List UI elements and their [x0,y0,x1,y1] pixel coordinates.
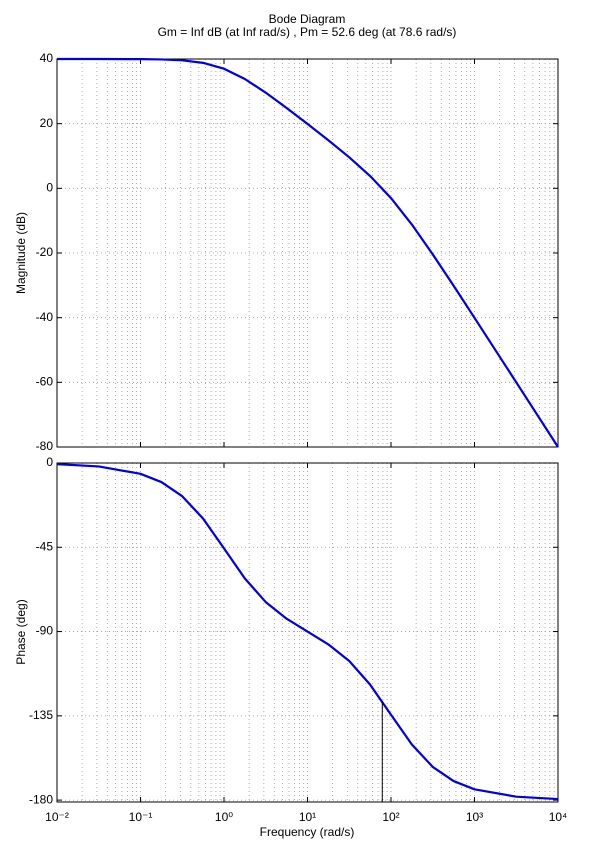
x-tick-label: 10⁴ [549,810,568,824]
y-tick-label: -90 [36,624,54,638]
data-line [56,462,559,801]
y-axis-label: Phase (deg) [14,599,28,664]
x-tick-label: 10¹ [299,810,316,824]
plot-frame [56,462,559,803]
data-line [57,57,559,448]
x-tick-label: 10⁻² [45,810,69,824]
x-tick-label: 10³ [466,810,483,824]
y-tick-label: -180 [29,792,53,806]
y-tick-label: 0 [46,181,53,195]
chart-subtitle: Gm = Inf dB (at Inf rad/s) , Pm = 52.6 d… [158,25,457,39]
x-tick-label: 10⁰ [215,810,233,824]
y-tick-label: 0 [46,455,53,469]
y-tick-label: -80 [36,439,54,453]
x-tick-label: 10² [382,810,399,824]
plot-frame [56,58,559,448]
y-tick-label: -40 [36,310,54,324]
y-tick-label: -135 [29,708,53,722]
y-tick-label: -60 [36,375,54,389]
y-tick-label: -45 [36,539,54,553]
x-tick-label: 10⁻¹ [129,810,153,824]
y-tick-label: -20 [36,245,54,259]
chart-title: Bode Diagram [269,12,346,26]
y-axis-label: Magnitude (dB) [14,212,28,294]
y-tick-label: 40 [40,51,54,65]
y-tick-label: 20 [40,116,54,130]
x-axis-label: Frequency (rad/s) [260,825,355,839]
